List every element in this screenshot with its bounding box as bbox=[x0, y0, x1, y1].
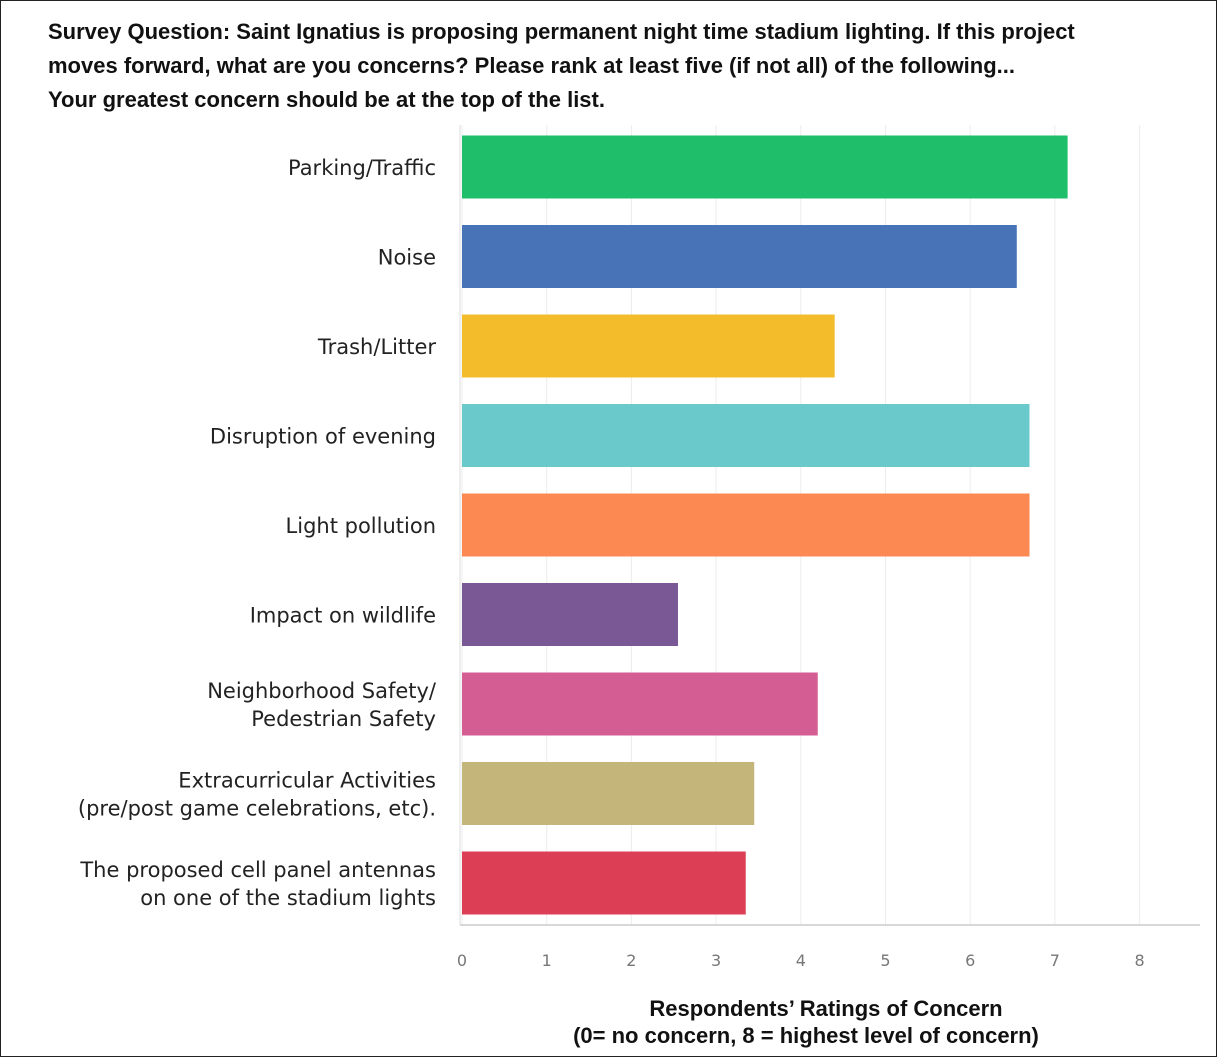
bar bbox=[462, 493, 1030, 557]
category-label-line: Impact on wildlife bbox=[250, 604, 436, 628]
category-label-line: Neighborhood Safety/ bbox=[207, 679, 437, 703]
category-label: Trash/Litter bbox=[317, 335, 436, 359]
x-tick-label: 8 bbox=[1135, 951, 1145, 970]
x-tick-label: 7 bbox=[1050, 951, 1060, 970]
bar bbox=[462, 225, 1017, 288]
category-label: The proposed cell panel antennas on one o… bbox=[79, 858, 436, 910]
x-tick-label: 6 bbox=[965, 951, 975, 970]
category-label-line: Pedestrian Safety bbox=[251, 707, 436, 731]
x-tick-label: 4 bbox=[796, 951, 806, 970]
x-tick-label: 0 bbox=[457, 951, 467, 970]
bar bbox=[462, 314, 835, 378]
x-tick-label: 3 bbox=[711, 951, 721, 970]
bar bbox=[462, 135, 1068, 199]
x-axis-title-line-1: Respondents’ Ratings of Concern bbox=[649, 996, 1002, 1021]
category-label: Light pollution bbox=[286, 514, 436, 538]
x-tick-label: 2 bbox=[626, 951, 636, 970]
chart-title: Survey Question: Saint Ignatius is propo… bbox=[48, 15, 1198, 117]
category-label-line: Trash/Litter bbox=[317, 335, 436, 359]
category-labels: Parking/Traffic Noise Trash/Litter Disrupti… bbox=[78, 156, 437, 910]
category-label: Noise bbox=[378, 246, 436, 270]
category-label-line: Disruption of evening bbox=[210, 425, 436, 449]
category-label: Disruption of evening bbox=[210, 425, 436, 449]
category-label: Impact on wildlife bbox=[250, 604, 436, 628]
x-tick-label: 5 bbox=[880, 951, 890, 970]
bars bbox=[462, 135, 1068, 915]
bar bbox=[462, 404, 1030, 467]
category-label-line: Extracurricular Activities bbox=[178, 769, 436, 793]
chart-title-line-1: Survey Question: Saint Ignatius is propo… bbox=[48, 19, 1075, 44]
bar bbox=[462, 851, 746, 915]
category-label-line: Light pollution bbox=[286, 514, 436, 538]
x-tick-labels: 0 1 2 3 4 5 6 7 8 bbox=[457, 951, 1145, 970]
bar bbox=[462, 583, 678, 646]
x-tick-label: 1 bbox=[542, 951, 552, 970]
category-label-line: (pre/post game celebrations, etc). bbox=[78, 797, 436, 821]
bar bbox=[462, 762, 755, 825]
bar bbox=[462, 672, 818, 736]
category-label: Parking/Traffic bbox=[288, 156, 436, 180]
chart-title-line-2: moves forward, what are you concerns? Pl… bbox=[48, 53, 1016, 78]
chart-title-line-3: Your greatest concern should be at the t… bbox=[48, 87, 605, 112]
category-label-line: Noise bbox=[378, 246, 436, 270]
category-label: Neighborhood Safety/Pedestrian Safety bbox=[207, 679, 437, 731]
category-label-line: The proposed cell panel antennas bbox=[79, 858, 436, 882]
category-label-line: on one of the stadium lights bbox=[140, 886, 436, 910]
category-label: Extracurricular Activities (pre/post game… bbox=[78, 769, 436, 821]
x-axis-title-line-2: (0= no concern, 8 = highest level of con… bbox=[573, 1023, 1039, 1048]
category-label-line: Parking/Traffic bbox=[288, 156, 436, 180]
